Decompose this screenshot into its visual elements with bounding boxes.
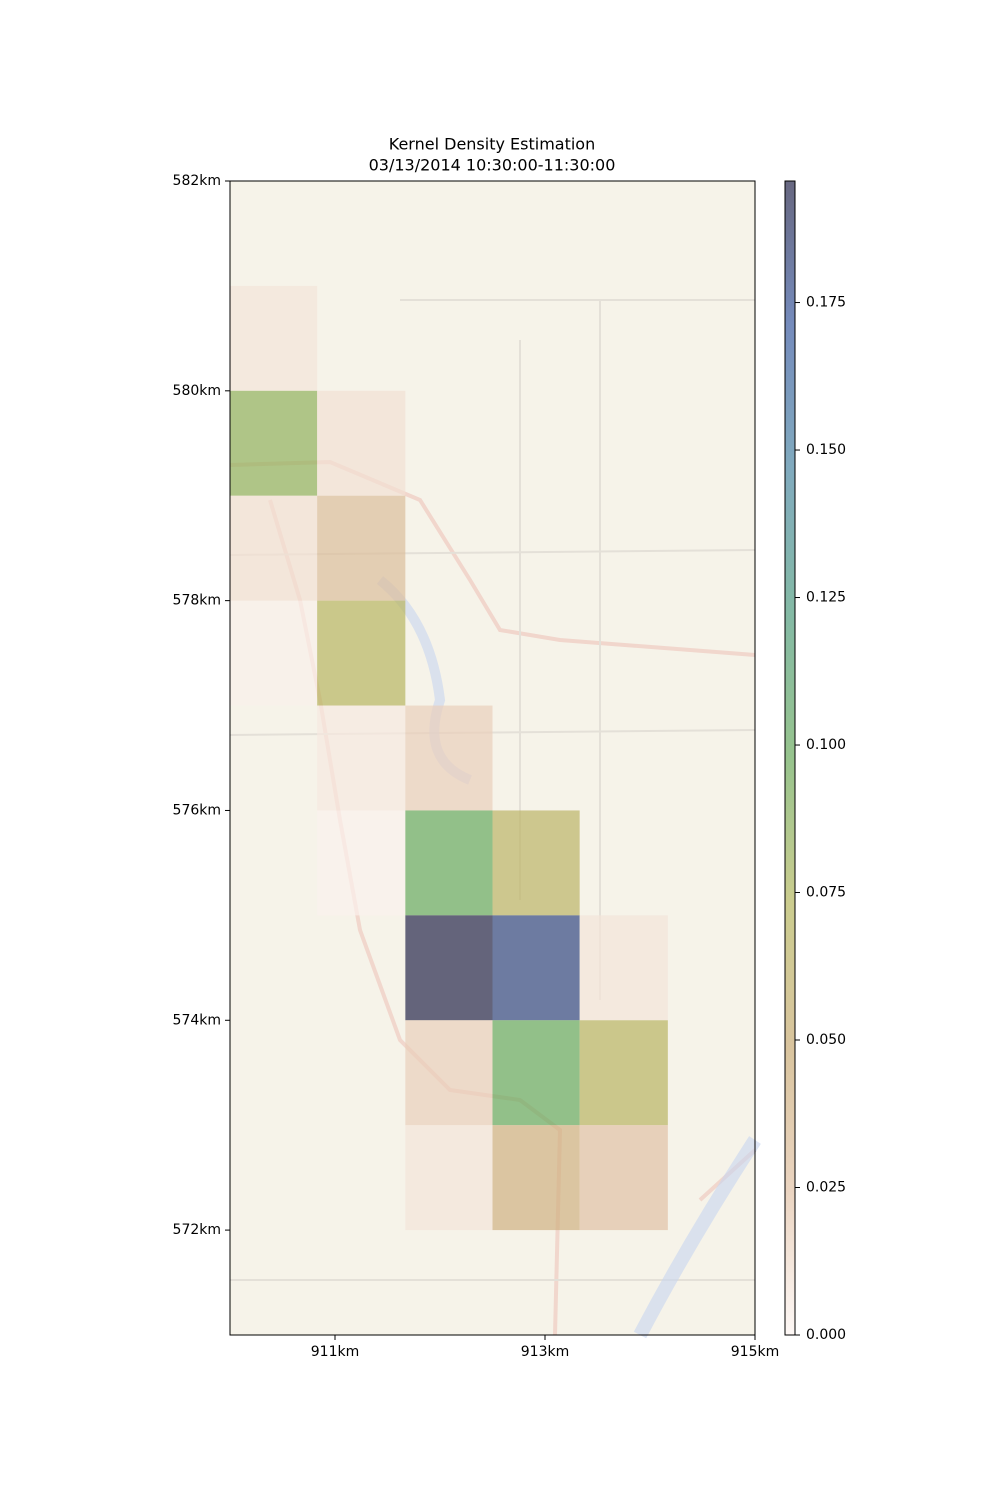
heat-cell: [317, 390, 406, 496]
heat-cell: [230, 495, 318, 601]
heat-cell: [580, 706, 668, 811]
heat-cell: [668, 915, 755, 1020]
heat-cell: [405, 1020, 493, 1126]
y-tick-label: 580km: [173, 383, 221, 399]
heat-cell: [317, 1230, 405, 1335]
heat-cell: [580, 181, 668, 286]
heat-cell: [580, 496, 668, 601]
heat-cell: [230, 1125, 317, 1230]
heat-cell: [668, 181, 755, 286]
heat-cell: [230, 1020, 317, 1125]
heat-cell: [230, 915, 317, 1020]
heat-cell: [230, 390, 318, 496]
y-tick-label: 576km: [173, 802, 221, 818]
heat-cell: [317, 1125, 405, 1230]
chart-subtitle: 03/13/2014 10:30:00-11:30:00: [369, 156, 616, 175]
heat-cell: [668, 1020, 755, 1125]
heat-cell: [493, 496, 580, 601]
heat-cell: [405, 391, 492, 496]
heat-cell: [230, 1230, 317, 1335]
heat-cell: [230, 285, 318, 391]
x-tick-label: 913km: [521, 1344, 569, 1360]
heat-cell: [230, 706, 317, 811]
heat-cell: [493, 181, 580, 286]
heat-cell: [580, 391, 668, 496]
heat-cell: [579, 1020, 668, 1126]
heat-cell: [668, 496, 755, 601]
heat-cell: [317, 600, 406, 706]
plot-frame: [229, 180, 756, 1336]
colorbar-tick-label: 0.125: [806, 590, 846, 606]
colorbar: [784, 180, 796, 1336]
colorbar-tick-label: 0.050: [806, 1032, 846, 1048]
heat-cell: [668, 1125, 755, 1230]
heat-cell: [317, 1020, 405, 1125]
heat-cell: [230, 810, 317, 915]
heat-cell: [668, 706, 755, 811]
colorbar-tick-label: 0.175: [806, 295, 846, 311]
colorbar-tick-label: 0.000: [806, 1327, 846, 1343]
heat-cell: [230, 600, 318, 706]
heat-cell: [405, 810, 493, 916]
heat-cell: [405, 286, 492, 391]
colorbar-tick-label: 0.025: [806, 1180, 846, 1196]
heat-cell: [405, 1230, 492, 1335]
heat-cell: [317, 181, 405, 286]
colorbar-tick-label: 0.075: [806, 885, 846, 901]
y-tick-label: 574km: [173, 1012, 221, 1028]
heat-cell: [405, 496, 492, 601]
colorbar-tick-label: 0.100: [806, 737, 846, 753]
heat-cell: [493, 706, 580, 811]
heat-cell: [405, 1125, 493, 1231]
heat-cell: [668, 391, 755, 496]
colorbar-tick-label: 0.150: [806, 442, 846, 458]
heat-cell: [580, 286, 668, 391]
heat-cell: [492, 1020, 580, 1126]
heat-cell: [405, 601, 492, 706]
heat-cell: [579, 1125, 668, 1231]
heat-cell: [492, 915, 580, 1021]
heat-cell: [317, 705, 406, 811]
y-tick-label: 572km: [173, 1222, 221, 1238]
heat-cell: [493, 601, 580, 706]
heat-cell: [317, 810, 406, 916]
heat-cell: [405, 705, 493, 811]
heat-cell: [580, 1230, 668, 1335]
x-tick-label: 911km: [311, 1344, 359, 1360]
chart-title: Kernel Density Estimation: [389, 135, 595, 154]
heat-cell: [405, 181, 492, 286]
heat-cell: [493, 286, 580, 391]
heat-cell: [317, 915, 405, 1020]
heat-cell: [580, 810, 668, 915]
y-tick-label: 582km: [173, 173, 221, 189]
heat-cell: [580, 601, 668, 706]
heat-cell: [492, 810, 580, 916]
y-tick-label: 578km: [173, 593, 221, 609]
heat-cell: [493, 1230, 580, 1335]
heat-cell: [668, 601, 755, 706]
heat-cell: [668, 810, 755, 915]
heat-cell: [405, 915, 493, 1021]
heat-cell: [317, 286, 405, 391]
heat-cell: [492, 1125, 580, 1231]
heat-cell: [230, 181, 317, 286]
heat-cell: [579, 915, 668, 1021]
heat-cell: [668, 1230, 755, 1335]
heat-cell: [317, 495, 406, 601]
heat-cell: [668, 286, 755, 391]
x-tick-label: 915km: [731, 1344, 779, 1360]
heat-cell: [493, 391, 580, 496]
